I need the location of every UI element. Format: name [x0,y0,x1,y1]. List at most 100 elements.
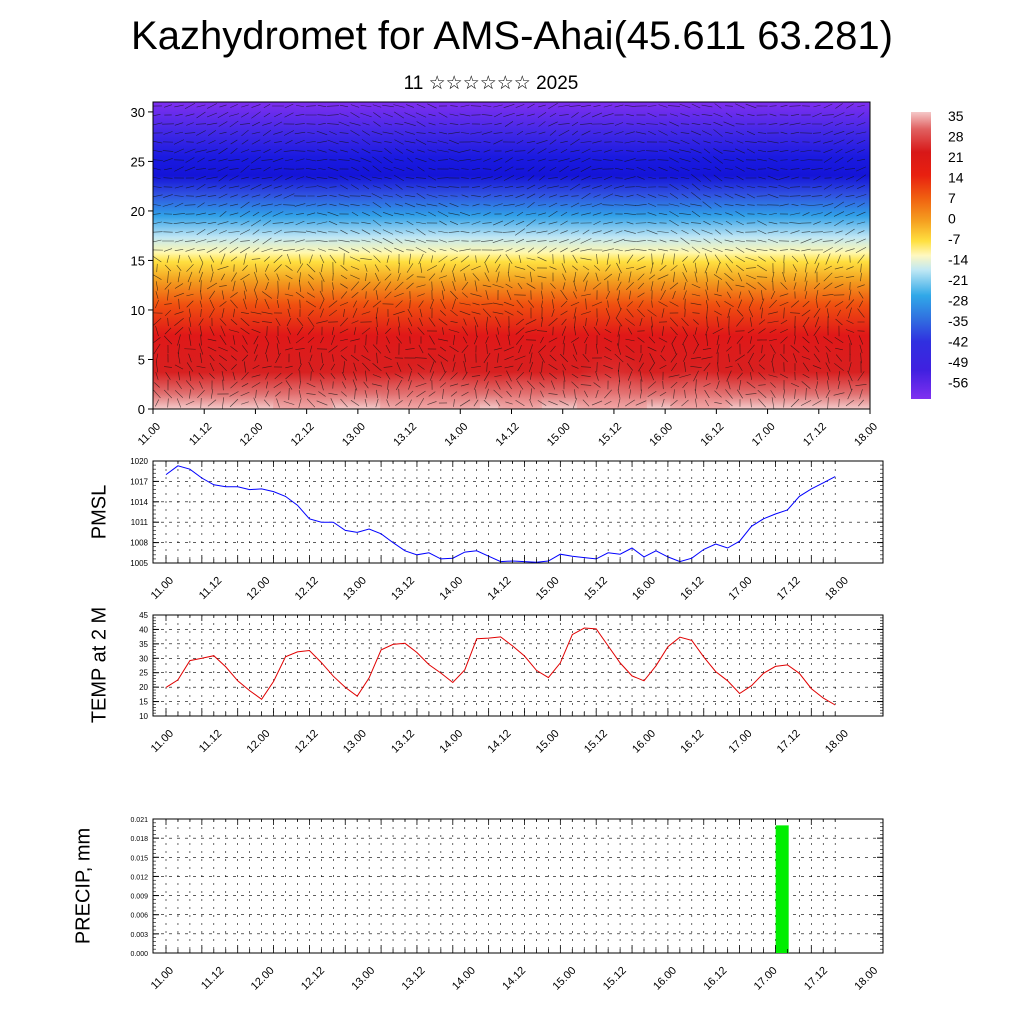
precip-x-tick-label: 11.12 [199,965,226,992]
wind-vector [195,123,207,125]
wind-vector [548,102,558,110]
wind-vector [551,291,555,299]
wind-vector [493,176,503,180]
wind-vector [286,317,292,327]
wind-vector [560,289,568,301]
wind-vector [833,211,845,217]
wind-vector [770,382,776,388]
wind-vector [617,254,621,264]
wind-vector [186,122,194,126]
wind-vector [800,149,812,153]
wind-vector [362,166,370,172]
wind-vector [243,280,247,292]
wind-vector [429,299,435,309]
wind-vector [560,353,568,363]
wind-vector [340,274,348,280]
wind-vector [255,299,257,309]
wind-vector [262,365,272,369]
wind-vector [338,246,350,254]
wind-vector [680,123,690,125]
wind-vector [163,248,173,252]
temp-x-tick-label: 17.00 [727,728,755,756]
wind-vector [440,299,446,309]
wind-vector [274,203,282,207]
wind-vector [549,166,557,172]
wind-vector [241,194,249,198]
colorbar-label: 28 [948,129,964,145]
wind-vector [793,353,797,363]
wind-vector [217,166,229,172]
wind-vector [251,131,261,135]
wind-vector [295,176,305,180]
wind-vector [252,176,260,180]
wind-vector [651,300,653,308]
wind-vector [673,271,675,283]
wind-vector [153,177,161,179]
wind-vector [350,130,360,136]
wind-vector [771,397,775,409]
wind-vector [538,131,546,135]
wind-vector [295,220,305,226]
colorbar-label: 7 [948,190,956,206]
wind-vector [417,166,425,172]
wind-vector [340,265,348,271]
wind-vector [251,329,261,333]
wind-vector [560,220,568,226]
wind-vector [185,400,195,406]
wind-vector [834,363,844,371]
wind-vector [419,317,423,327]
wind-vector [372,211,382,217]
wind-vector [560,140,568,144]
wind-vector [475,389,477,399]
wind-vector [308,274,314,280]
wind-vector [153,213,161,215]
wind-vector [208,213,216,215]
wind-vector [382,237,394,245]
wind-vector [394,247,404,253]
wind-vector [416,185,426,189]
wind-vector [602,123,614,125]
wind-vector [230,148,238,154]
colorbar-label: -49 [948,354,968,370]
wind-vector [217,221,229,225]
wind-vector [757,264,767,272]
wind-vector [482,105,492,107]
wind-vector [591,112,603,118]
wind-vector [780,141,788,143]
wind-vector [372,201,382,209]
wind-vector [694,271,698,283]
wind-vector [494,166,502,172]
wind-vector [153,186,162,188]
wind-vector [164,309,172,317]
wind-vector [492,239,504,243]
wind-vector [486,327,488,335]
wind-vector [624,248,636,252]
wind-vector [188,255,192,263]
wind-vector [428,131,436,135]
wind-vector [812,132,822,134]
wind-vector [790,186,800,188]
wind-vector [365,272,367,282]
wind-vector [296,105,304,107]
precip-y-tick-label: 0.003 [130,932,148,939]
wind-vector [771,361,775,373]
wind-vector [515,247,525,253]
wind-vector [316,194,328,198]
wind-vector [340,184,348,190]
wind-vector [595,272,599,282]
wind-vector [857,254,865,264]
wind-vector [176,398,182,408]
wind-vector [681,317,689,327]
wind-vector [702,123,712,125]
wind-vector [416,132,426,134]
wind-vector [822,121,834,127]
wind-vector [274,372,282,380]
wind-vector [794,335,796,345]
wind-vector [639,353,643,363]
wind-vector [318,248,326,252]
wind-vector [387,380,389,390]
wind-vector [405,348,415,350]
wind-vector [349,256,361,262]
wind-vector [736,175,744,181]
wind-vector [481,176,493,180]
